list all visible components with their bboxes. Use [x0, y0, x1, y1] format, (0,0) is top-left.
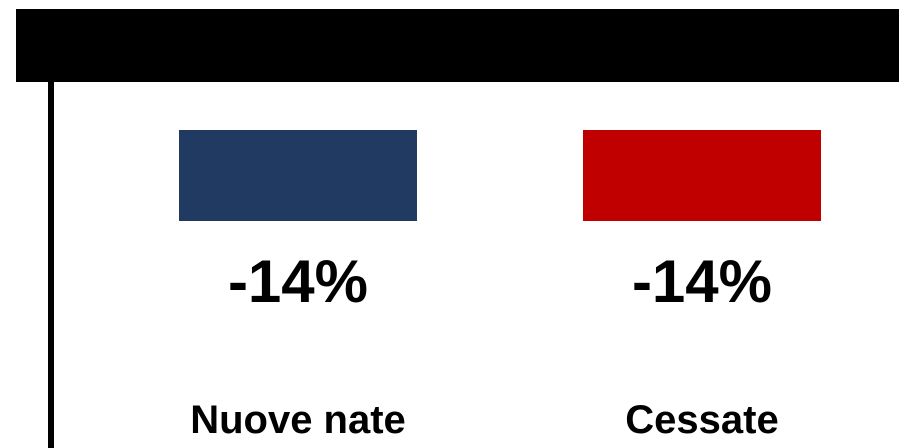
category-label-nuove-nate: Nuove nate: [190, 398, 406, 442]
bar-nuove-nate: [179, 130, 417, 221]
category-label-cessate: Cessate: [625, 398, 779, 442]
data-label-cessate: -14%: [631, 248, 773, 315]
bar-cessate: [583, 130, 821, 221]
header-band: [16, 9, 899, 82]
data-label-nuove-nate: -14%: [227, 248, 369, 315]
y-axis-line: [48, 82, 54, 448]
